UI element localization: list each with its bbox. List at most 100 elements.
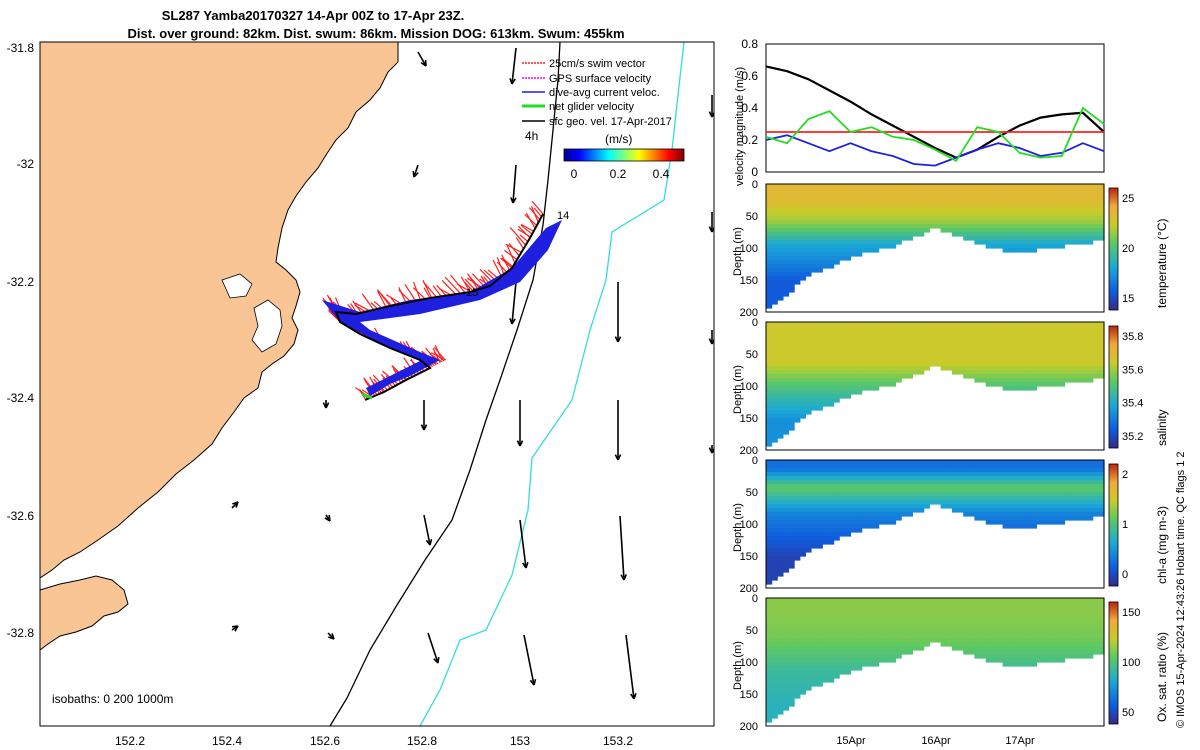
oxygen-cell — [766, 602, 773, 607]
chla-cell — [788, 484, 795, 489]
temperature-cell — [946, 220, 953, 225]
temperature-cell — [1047, 192, 1054, 197]
temperature-cell — [833, 232, 840, 237]
chla-cell — [1053, 516, 1060, 521]
oxygen-cell — [828, 658, 835, 663]
temperature-cell — [968, 188, 975, 193]
temperature-cell — [766, 184, 773, 189]
temperature-cell — [811, 240, 818, 245]
temperature-cell — [861, 240, 868, 245]
oxygen-cell — [873, 638, 880, 643]
temperature-cell — [1064, 216, 1071, 221]
oxygen-cell — [906, 598, 913, 603]
temperature-cell — [822, 240, 829, 245]
salinity-cell — [839, 350, 846, 355]
oxygen-cell — [1087, 598, 1094, 603]
oxygen-cell — [1013, 634, 1021, 639]
chla-cell — [1042, 496, 1049, 501]
temperature-cell — [816, 256, 823, 261]
temperature-cell — [1036, 204, 1043, 209]
temperature-cell — [985, 184, 992, 189]
chla-cell — [940, 492, 947, 497]
chla-cell — [918, 484, 925, 489]
oxygen-cell — [839, 618, 846, 623]
oxygen-cell — [1053, 622, 1060, 627]
oxygen-cell — [906, 614, 913, 619]
chla-cell — [856, 460, 863, 465]
chla-cell — [799, 472, 806, 477]
temperature-cell — [1030, 188, 1037, 193]
geo-arrow-shaft — [423, 514, 431, 546]
salinity-cell — [1053, 362, 1060, 367]
salinity-cell — [889, 370, 897, 375]
oxygen-cell — [991, 654, 998, 659]
temperature-cell — [771, 252, 778, 257]
temperature-cell — [811, 208, 818, 213]
chla-cell — [1025, 472, 1032, 477]
temperature-cell — [1087, 196, 1094, 201]
oxygen-cell — [816, 622, 823, 627]
temperature-cell — [1070, 228, 1077, 233]
salinity-cell — [816, 370, 823, 375]
chla-cell — [822, 500, 829, 505]
oxygen-cell — [822, 646, 829, 651]
salinity-cell — [980, 374, 987, 379]
salinity-cell — [1064, 342, 1071, 347]
chla-cell — [1053, 484, 1060, 489]
salinity-cell — [1053, 382, 1060, 387]
chla-cell — [997, 480, 1004, 485]
temperature-cell — [1075, 216, 1082, 221]
chla-cell — [811, 540, 818, 545]
chla-cell — [771, 536, 778, 541]
salinity-cell — [1008, 334, 1015, 339]
chla-cell — [884, 488, 891, 493]
oxygen-cell — [878, 606, 885, 611]
temperature-cell — [771, 220, 778, 225]
temperature-cell — [805, 244, 812, 249]
temperature-cell — [873, 240, 880, 245]
oxygen-cell — [766, 714, 773, 719]
oxygen-cell — [850, 650, 857, 655]
chla-cell — [940, 500, 947, 505]
oxygen-cell — [968, 602, 975, 607]
salinity-cell — [782, 390, 790, 395]
temperature-cell — [1047, 196, 1054, 201]
chla-cell — [1002, 472, 1009, 477]
temperature-cell — [811, 248, 818, 253]
salinity-cell — [1098, 334, 1105, 339]
swim-vector — [509, 227, 527, 246]
temperature-cell — [782, 284, 790, 289]
salinity-cell — [1030, 362, 1037, 367]
temperature-cell — [968, 220, 975, 225]
oxygen-cell — [878, 622, 885, 627]
oxygen-cell — [794, 646, 801, 651]
chla-cell — [1053, 464, 1060, 469]
chla-cell — [1058, 472, 1066, 477]
salinity-cell — [1036, 378, 1043, 383]
chla-cell — [906, 504, 913, 509]
oxygen-cell — [850, 626, 857, 631]
salinity-cell — [788, 418, 795, 423]
chla-cell — [788, 476, 795, 481]
chla-cell — [828, 480, 835, 485]
chla-cell — [771, 500, 778, 505]
chla-cell — [1087, 500, 1094, 505]
oxygen-cell — [957, 598, 964, 603]
temperature-cell — [991, 212, 998, 217]
salinity-cell — [799, 330, 806, 335]
oxygen-cell — [1087, 650, 1094, 655]
salinity-cell — [799, 350, 806, 355]
salinity-cell — [1092, 350, 1099, 355]
salinity-cell — [1092, 354, 1099, 359]
chla-cell — [794, 480, 801, 485]
temperature-cell — [771, 192, 778, 197]
salinity-cell — [1081, 370, 1088, 375]
temperature-cell — [895, 196, 902, 201]
chla-cell — [951, 492, 959, 497]
oxygen-cell — [963, 606, 970, 611]
oxygen-cell — [811, 658, 818, 663]
chla-cell — [912, 464, 919, 469]
oxygen-cell — [811, 662, 818, 667]
oxygen-cell — [974, 598, 981, 603]
salinity-cell — [901, 370, 908, 375]
